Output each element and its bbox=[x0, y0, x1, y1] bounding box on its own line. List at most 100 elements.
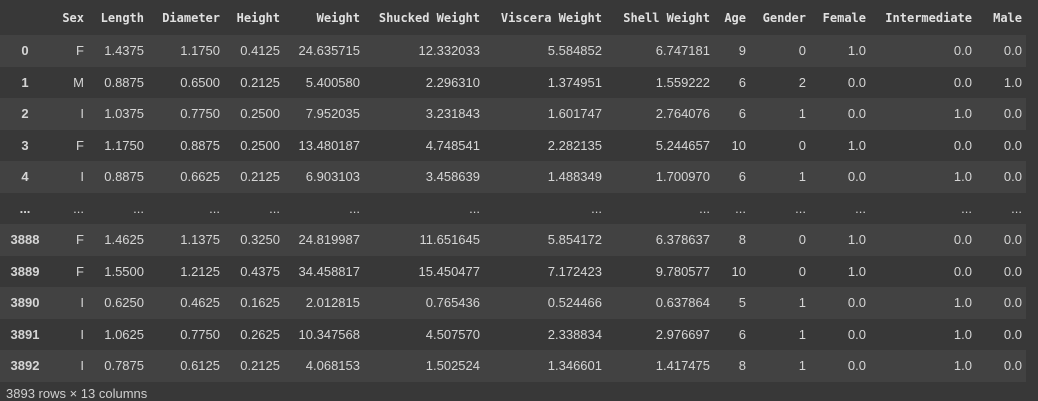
cell: 0.0 bbox=[847, 106, 866, 122]
cell: 6.378637 bbox=[655, 232, 710, 248]
cell: 0.6500 bbox=[180, 74, 220, 90]
row-index: 3891 bbox=[10, 326, 40, 342]
cell: 5 bbox=[738, 295, 746, 311]
cell: 10.347568 bbox=[298, 326, 360, 342]
cell: ... bbox=[699, 200, 710, 216]
column-header: Age bbox=[724, 10, 746, 25]
row: 2 I 1.0375 0.7750 0.2500 7.952035 3.231843 1.60… bbox=[0, 98, 1026, 130]
column-header: Weight bbox=[316, 10, 360, 25]
row: 0 F 1.4375 1.1750 0.4125 24.635715 12.332033 5.… bbox=[0, 35, 1026, 67]
column-header: Length bbox=[100, 10, 144, 25]
cell: 3.231843 bbox=[425, 106, 480, 122]
cell: 4.507570 bbox=[425, 326, 480, 342]
cell: 0 bbox=[798, 232, 806, 248]
cell: 7.952035 bbox=[305, 106, 360, 122]
cell: 0.7875 bbox=[104, 358, 144, 374]
row: ........................................… bbox=[0, 193, 1026, 225]
column-header: Female bbox=[822, 10, 866, 25]
row-index: 3889 bbox=[10, 263, 40, 279]
row-index: 1 bbox=[21, 74, 29, 90]
row-index: 0 bbox=[21, 43, 29, 59]
cell: F bbox=[76, 232, 84, 248]
row: 3892 I 0.7875 0.6125 0.2125 4.068153 1.502524 1… bbox=[0, 350, 1026, 382]
column-header: Gender bbox=[762, 10, 806, 25]
cell: 8 bbox=[738, 358, 746, 374]
row-index: 3888 bbox=[10, 232, 40, 248]
cell: 0.0 bbox=[953, 137, 972, 153]
cell: 1.0 bbox=[847, 43, 866, 59]
cell: 0.7750 bbox=[180, 106, 220, 122]
cell: 0.2125 bbox=[240, 358, 280, 374]
cell: 0.2125 bbox=[240, 169, 280, 185]
cell: 1.2125 bbox=[180, 263, 220, 279]
cell: 1.1750 bbox=[180, 43, 220, 59]
row: 3890 I 0.6250 0.4625 0.1625 2.012815 0.765436 0… bbox=[0, 287, 1026, 319]
cell: 0.2500 bbox=[240, 137, 280, 153]
cell: 1.488349 bbox=[547, 169, 602, 185]
cell: 1 bbox=[798, 326, 806, 342]
cell: 1 bbox=[798, 106, 806, 122]
cell: ... bbox=[795, 200, 806, 216]
dataframe: Sex Length Diameter Height Weight Shucked Wei… bbox=[0, 0, 1026, 382]
cell: ... bbox=[349, 200, 360, 216]
cell: 0.8875 bbox=[104, 74, 144, 90]
cell: 0.2500 bbox=[240, 106, 280, 122]
cell: 1.346601 bbox=[547, 358, 602, 374]
cell: 13.480187 bbox=[298, 137, 360, 153]
cell: 0.4375 bbox=[240, 263, 280, 279]
cell: 0.4125 bbox=[240, 43, 280, 59]
cell: 15.450477 bbox=[418, 263, 480, 279]
cell: 0 bbox=[798, 137, 806, 153]
row-index: 2 bbox=[21, 106, 29, 122]
cell: ... bbox=[591, 200, 602, 216]
cell: 0.1625 bbox=[240, 295, 280, 311]
cell: 0.0 bbox=[1003, 137, 1022, 153]
cell: F bbox=[76, 263, 84, 279]
cell: I bbox=[80, 295, 84, 311]
cell: ... bbox=[73, 200, 84, 216]
row: 4 I 0.8875 0.6625 0.2125 6.903103 3.458639 1.48… bbox=[0, 161, 1026, 193]
cell: 0.2125 bbox=[240, 74, 280, 90]
cell: I bbox=[80, 169, 84, 185]
cell: 6 bbox=[738, 169, 746, 185]
cell: 9 bbox=[738, 43, 746, 59]
cell: 1.5500 bbox=[104, 263, 144, 279]
cell: 1.0 bbox=[953, 358, 972, 374]
cell: ... bbox=[855, 200, 866, 216]
cell: 1.0 bbox=[847, 137, 866, 153]
cell: ... bbox=[961, 200, 972, 216]
column-header: Sex bbox=[62, 10, 84, 25]
row-index: 3890 bbox=[10, 295, 40, 311]
cell: 0.0 bbox=[953, 74, 972, 90]
row: 3888 F 1.4625 1.1375 0.3250 24.819987 11.65164… bbox=[0, 224, 1026, 256]
cell: 4.068153 bbox=[305, 358, 360, 374]
cell: 1.0625 bbox=[104, 326, 144, 342]
cell: 2.296310 bbox=[425, 74, 480, 90]
cell: ... bbox=[133, 200, 144, 216]
cell: 0.0 bbox=[953, 232, 972, 248]
cell: 6 bbox=[738, 106, 746, 122]
cell: 1.1375 bbox=[180, 232, 220, 248]
cell: ... bbox=[469, 200, 480, 216]
cell: 11.651645 bbox=[419, 232, 481, 248]
cell: 0.3250 bbox=[240, 232, 280, 248]
cell: 0.0 bbox=[1003, 169, 1022, 185]
cell: 0.6250 bbox=[104, 295, 144, 311]
cell: 0.8875 bbox=[104, 169, 144, 185]
cell: 1.0 bbox=[847, 263, 866, 279]
column-header: Shucked Weight bbox=[378, 10, 480, 25]
cell: 1.559222 bbox=[655, 74, 710, 90]
cell: 9.780577 bbox=[655, 263, 710, 279]
cell: 1 bbox=[798, 169, 806, 185]
cell: 6.903103 bbox=[305, 169, 360, 185]
cell: 8 bbox=[738, 232, 746, 248]
cell: 1.700970 bbox=[655, 169, 710, 185]
row: 3891 I 1.0625 0.7750 0.2625 10.347568 4.507570… bbox=[0, 319, 1026, 351]
cell: 0.6125 bbox=[180, 358, 220, 374]
index-header bbox=[0, 0, 50, 35]
cell: ... bbox=[735, 200, 746, 216]
cell: 1.1750 bbox=[104, 137, 144, 153]
cell: 12.332033 bbox=[418, 43, 480, 59]
cell: 1.0 bbox=[1003, 74, 1022, 90]
cell: 0.0 bbox=[1003, 106, 1022, 122]
